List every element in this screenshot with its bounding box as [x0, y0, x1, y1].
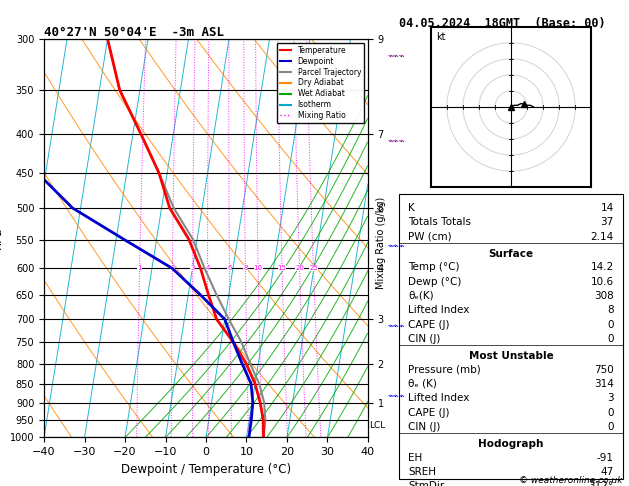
Text: ⌁⌁⌁: ⌁⌁⌁: [387, 391, 405, 401]
Y-axis label: km
ASL: km ASL: [400, 227, 418, 249]
Text: Totals Totals: Totals Totals: [408, 217, 471, 227]
Text: 4: 4: [206, 265, 210, 271]
Text: EH: EH: [408, 452, 423, 463]
Text: 37: 37: [601, 217, 614, 227]
Text: kt: kt: [436, 32, 445, 42]
Text: 312°: 312°: [589, 481, 614, 486]
Text: Lifted Index: Lifted Index: [408, 393, 470, 403]
Text: 0: 0: [607, 422, 614, 432]
Text: 3: 3: [191, 265, 195, 271]
Text: 10: 10: [253, 265, 263, 271]
Text: PW (cm): PW (cm): [408, 231, 452, 242]
Text: Pressure (mb): Pressure (mb): [408, 364, 481, 375]
Text: 6: 6: [227, 265, 231, 271]
Text: 308: 308: [594, 291, 614, 301]
Text: SREH: SREH: [408, 467, 437, 477]
Text: ⌁⌁⌁: ⌁⌁⌁: [387, 321, 405, 330]
Text: 47: 47: [601, 467, 614, 477]
Text: 3: 3: [607, 393, 614, 403]
Text: 0: 0: [607, 408, 614, 417]
Text: 10.6: 10.6: [591, 277, 614, 287]
Text: Temp (°C): Temp (°C): [408, 262, 460, 272]
Text: ⌁⌁⌁: ⌁⌁⌁: [387, 241, 405, 250]
Text: 14.2: 14.2: [591, 262, 614, 272]
Text: 2: 2: [170, 265, 175, 271]
Y-axis label: hPa: hPa: [0, 227, 4, 249]
Text: CAPE (J): CAPE (J): [408, 408, 450, 417]
Text: 25: 25: [309, 265, 318, 271]
Text: 750: 750: [594, 364, 614, 375]
Text: Surface: Surface: [489, 249, 533, 259]
Text: θₑ(K): θₑ(K): [408, 291, 434, 301]
Text: Lifted Index: Lifted Index: [408, 305, 470, 315]
Text: 14: 14: [601, 203, 614, 213]
Text: 15: 15: [277, 265, 286, 271]
Text: © weatheronline.co.uk: © weatheronline.co.uk: [519, 476, 623, 485]
Text: 8: 8: [607, 305, 614, 315]
Text: Hodograph: Hodograph: [479, 439, 543, 449]
Text: θₑ (K): θₑ (K): [408, 379, 437, 389]
Text: 0: 0: [607, 319, 614, 330]
Text: ⌁⌁⌁: ⌁⌁⌁: [387, 136, 405, 146]
Text: CIN (J): CIN (J): [408, 422, 441, 432]
Text: ⌁⌁⌁: ⌁⌁⌁: [387, 51, 405, 61]
Text: 8: 8: [243, 265, 248, 271]
Text: 2.14: 2.14: [591, 231, 614, 242]
Text: K: K: [408, 203, 415, 213]
Text: 1: 1: [137, 265, 142, 271]
Text: CIN (J): CIN (J): [408, 334, 441, 344]
Text: 314: 314: [594, 379, 614, 389]
Text: Most Unstable: Most Unstable: [469, 351, 554, 361]
Legend: Temperature, Dewpoint, Parcel Trajectory, Dry Adiabat, Wet Adiabat, Isotherm, Mi: Temperature, Dewpoint, Parcel Trajectory…: [277, 43, 364, 123]
Text: 20: 20: [295, 265, 304, 271]
Text: Mixing Ratio (g/kg): Mixing Ratio (g/kg): [376, 197, 386, 289]
Text: 04.05.2024  18GMT  (Base: 00): 04.05.2024 18GMT (Base: 00): [399, 17, 606, 30]
Text: CAPE (J): CAPE (J): [408, 319, 450, 330]
Text: 40°27'N 50°04'E  -3m ASL: 40°27'N 50°04'E -3m ASL: [44, 26, 224, 39]
Text: LCL: LCL: [369, 421, 386, 430]
X-axis label: Dewpoint / Temperature (°C): Dewpoint / Temperature (°C): [121, 463, 291, 476]
Text: StmDir: StmDir: [408, 481, 445, 486]
Text: -91: -91: [597, 452, 614, 463]
Text: 0: 0: [607, 334, 614, 344]
Text: Dewp (°C): Dewp (°C): [408, 277, 462, 287]
